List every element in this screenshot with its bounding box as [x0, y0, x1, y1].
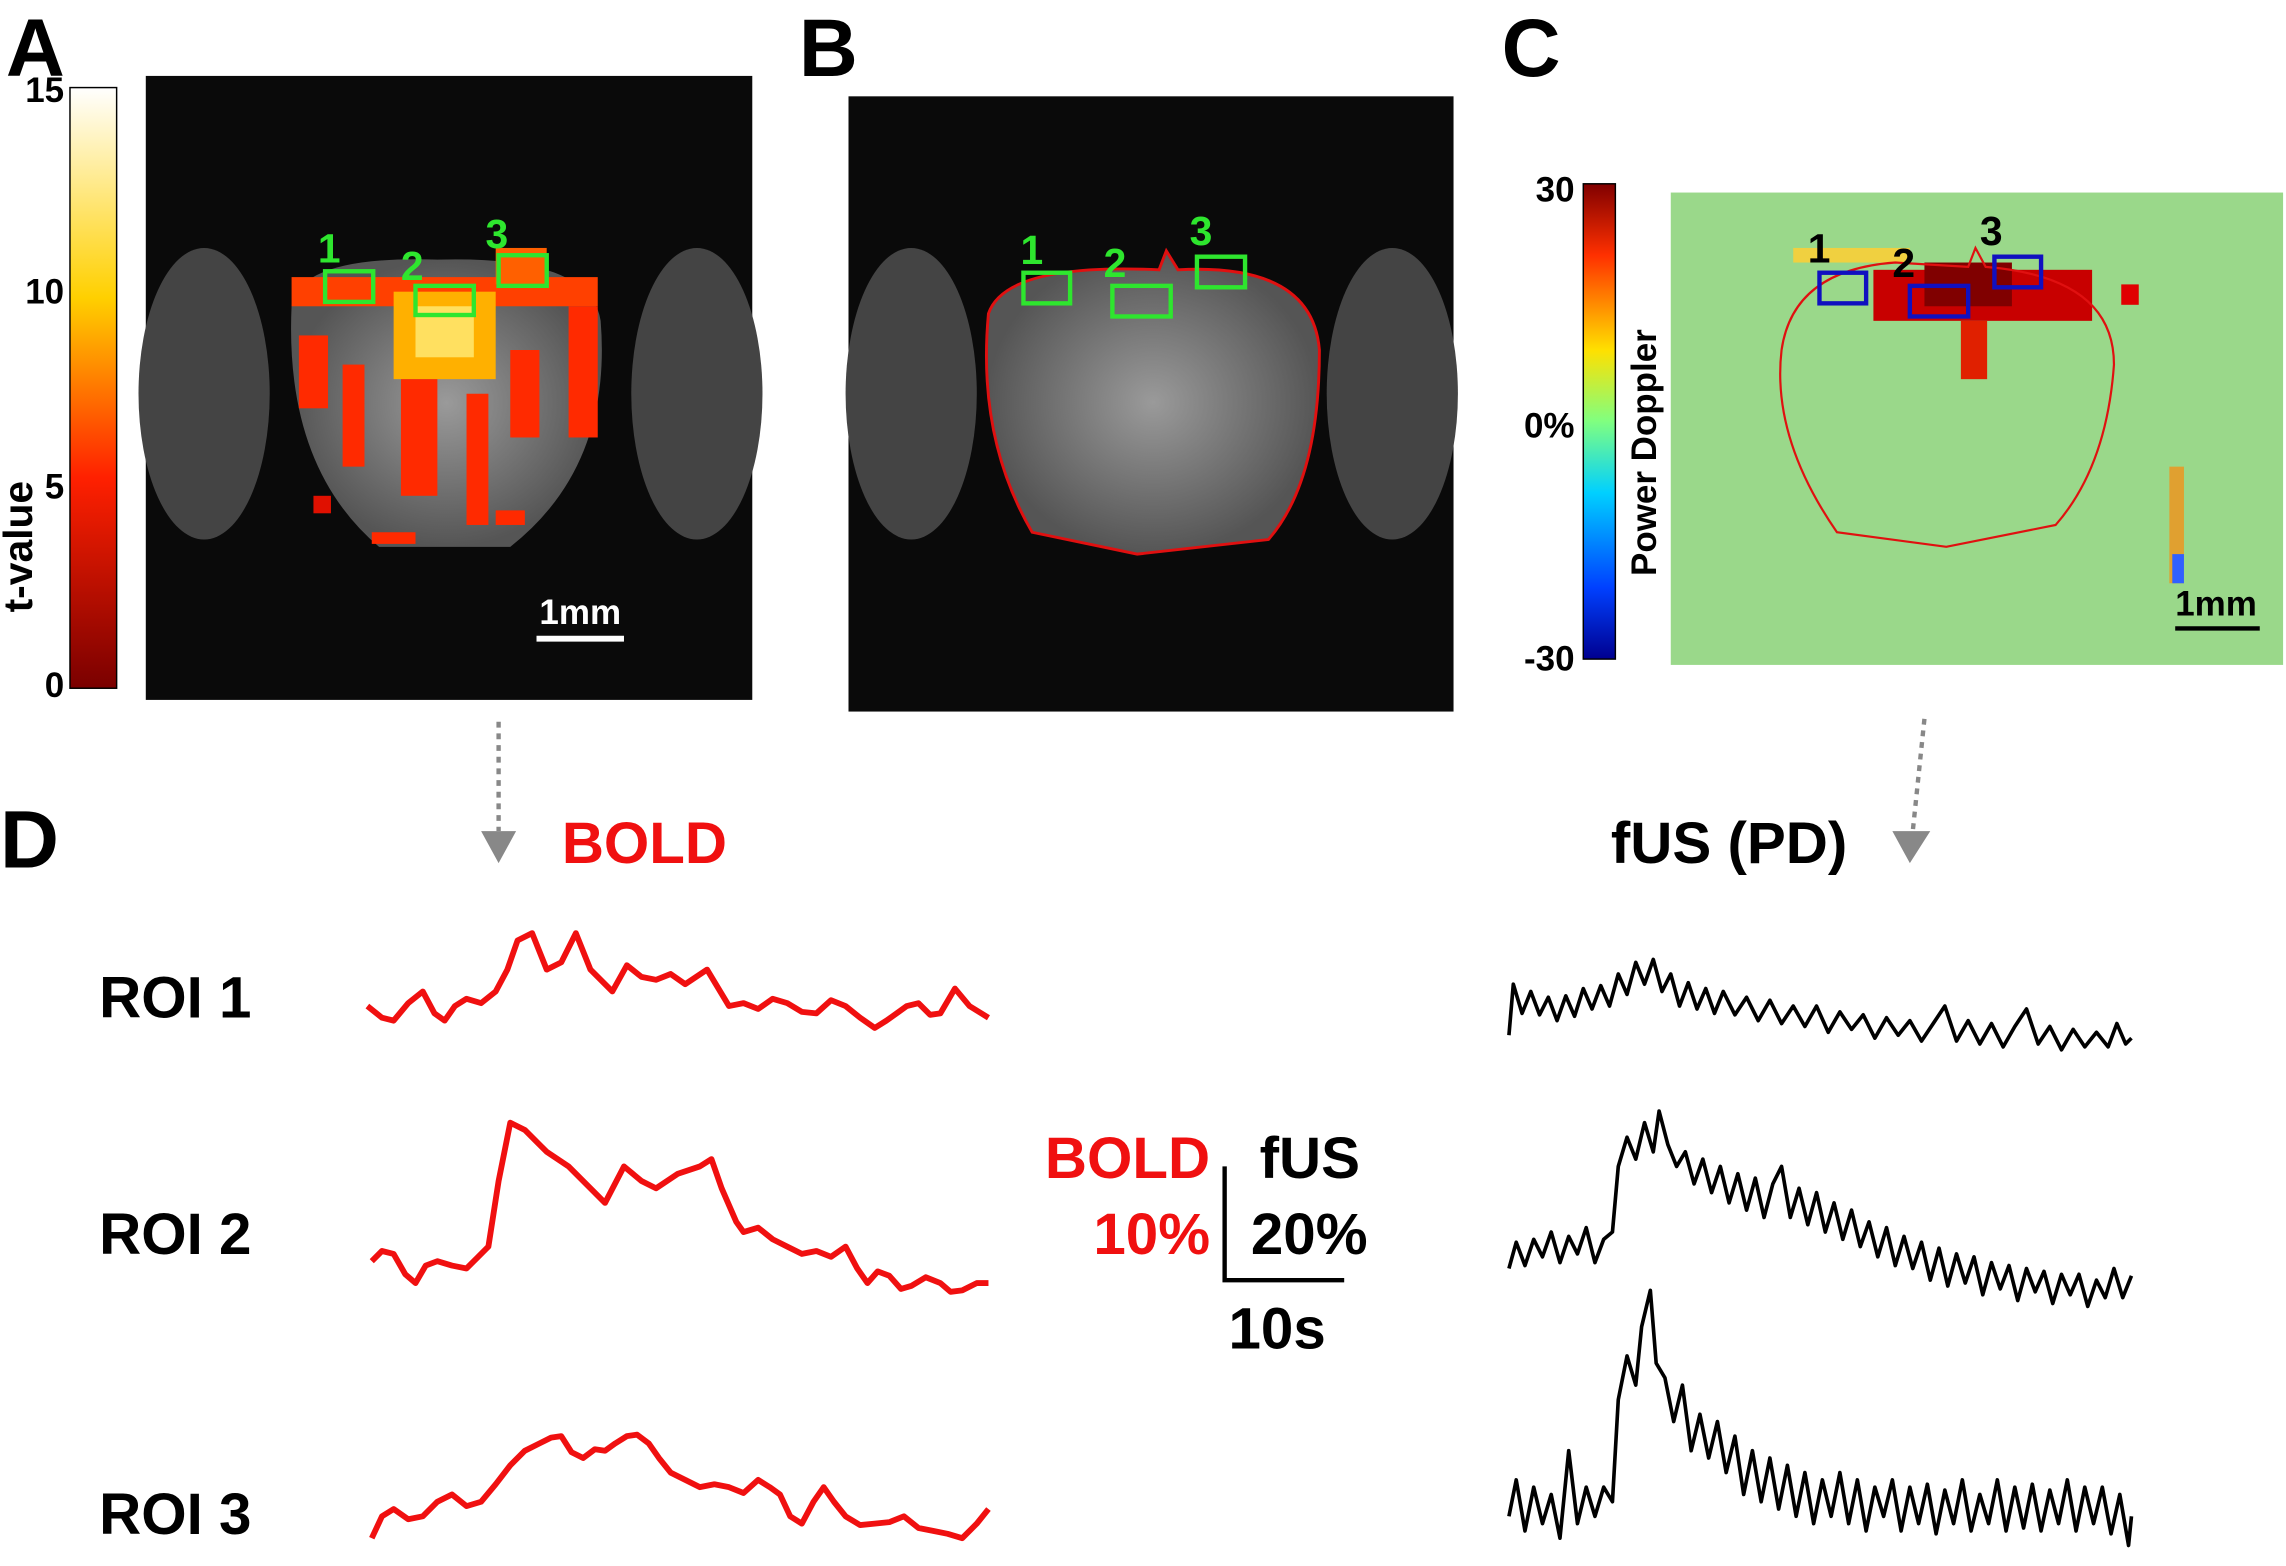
time-scale-label: 10s: [1228, 1297, 1325, 1362]
brain-outline: [984, 247, 1321, 556]
scale-value: 20%: [1251, 1202, 1368, 1267]
tissue: [845, 247, 977, 540]
roi-label: ROI 3: [99, 1482, 251, 1547]
colorbar-tick: 30: [1536, 170, 1575, 209]
colorbar: [69, 86, 118, 689]
fus-title: fUS (PD): [1611, 811, 1847, 876]
brain: [291, 259, 602, 547]
roi-boxes: [1021, 254, 1248, 319]
colorbar: [1582, 183, 1617, 660]
panel-label: B: [799, 3, 858, 94]
roi-number: 1: [1808, 226, 1831, 272]
colorbar-tick: -30: [1524, 640, 1575, 679]
panel-label: A: [6, 3, 65, 94]
fus-traces: [1507, 957, 2134, 1548]
scale-bar-label: 1mm: [539, 593, 621, 632]
colorbar-tick: 0%: [1524, 406, 1575, 445]
colorbar-title: Power Doppler: [1625, 329, 1664, 576]
roi-number: 2: [1104, 240, 1127, 286]
roi-number: 1: [1021, 227, 1044, 273]
roi-number: 3: [1190, 208, 1213, 254]
scale-bar: [1222, 1166, 1345, 1283]
scale-bar-label: 1mm: [2175, 584, 2257, 623]
tissue: [1326, 247, 1458, 540]
arrows: [496, 718, 1927, 832]
colorbar-tick: 10: [25, 272, 64, 311]
scale-value: 10%: [1093, 1202, 1210, 1267]
scale-label: BOLD: [1045, 1126, 1210, 1191]
colorbar-tick: 0: [45, 666, 64, 705]
colorbar-title: t-value: [0, 481, 41, 613]
bold-traces: [365, 930, 991, 1542]
brain-outline: [1779, 245, 2116, 548]
roi-number: 2: [401, 243, 424, 289]
roi-number: 2: [1892, 240, 1915, 286]
roi-label: ROI 2: [99, 1202, 251, 1267]
tissue: [138, 247, 270, 540]
roi-number: 3: [1980, 208, 2003, 254]
colorbar-tick: 5: [45, 468, 64, 507]
roi-number: 3: [485, 211, 508, 257]
colorbar-tick: 15: [25, 71, 64, 110]
panel-label: D: [0, 795, 59, 886]
roi-label: ROI 1: [99, 966, 251, 1031]
panel-label: C: [1502, 3, 1561, 94]
roi-boxes: [1817, 254, 2044, 319]
bold-title: BOLD: [562, 811, 727, 876]
scale-label: fUS: [1260, 1126, 1360, 1191]
roi-boxes: [322, 253, 549, 318]
roi-number: 1: [318, 226, 341, 272]
tissue: [631, 247, 763, 540]
